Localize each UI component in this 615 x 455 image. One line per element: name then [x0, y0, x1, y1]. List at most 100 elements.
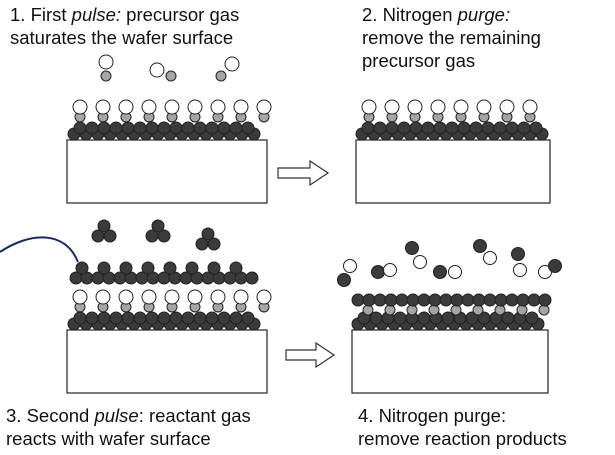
substrate-atom [217, 311, 231, 325]
substrate-atom [373, 121, 387, 135]
substrate-atom [421, 121, 435, 135]
precursor-ring [98, 54, 114, 70]
substrate-atom [205, 311, 219, 325]
reactant-atom [373, 293, 387, 307]
precursor-dot [100, 70, 112, 82]
substrate-atom [169, 121, 183, 135]
reactant-atom [472, 293, 486, 307]
reactant-atom [450, 293, 464, 307]
precursor-ring [187, 289, 203, 305]
reactant-atom [417, 293, 431, 307]
substrate-atom [361, 121, 375, 135]
precursor-ring [233, 289, 249, 305]
product-atom-dark [548, 259, 562, 273]
substrate-atom [469, 121, 483, 135]
reactant-atom [516, 293, 530, 307]
reactant-atom [439, 293, 453, 307]
reactant-atom [505, 293, 519, 307]
substrate-atom [525, 311, 539, 325]
product-atom-dark [433, 265, 447, 279]
precursor-ring [164, 99, 180, 115]
precursor-ring [407, 99, 423, 115]
substrate-atom [433, 121, 447, 135]
reactant-atom [362, 293, 376, 307]
substrate-atom [97, 311, 111, 325]
precursor-dot [494, 304, 506, 316]
atom-layers [67, 54, 562, 331]
substrate-atom [133, 121, 147, 135]
precursor-ring [187, 99, 203, 115]
precursor-dot [538, 304, 550, 316]
precursor-ring [95, 99, 111, 115]
substrate-atom [481, 121, 495, 135]
product-atom-light [483, 251, 497, 265]
precursor-dot [362, 304, 374, 316]
precursor-dot [165, 70, 177, 82]
reactant-atom [75, 261, 89, 275]
precursor-ring [453, 99, 469, 115]
substrate-atom [529, 121, 543, 135]
precursor-dot [450, 304, 462, 316]
substrate-atom [229, 121, 243, 135]
reactant-atom [207, 237, 221, 251]
wafer-block-1 [66, 139, 268, 204]
reactant-atom [103, 229, 117, 243]
precursor-dot [516, 304, 528, 316]
substrate-atom [205, 121, 219, 135]
substrate-atom [409, 121, 423, 135]
precursor-ring [256, 99, 272, 115]
substrate-atom [169, 311, 183, 325]
substrate-atom [157, 121, 171, 135]
reactant-atom [163, 261, 177, 275]
reactant-atom [141, 261, 155, 275]
product-atom-dark [511, 247, 525, 261]
product-atom-light [413, 255, 427, 269]
substrate-atom [393, 311, 407, 325]
product-atom-dark [473, 239, 487, 253]
precursor-ring [95, 289, 111, 305]
caption-step-2: 2. Nitrogen purge: remove the remaining … [362, 4, 541, 71]
caption-step-1: 1. First pulse: precursor gas saturates … [10, 4, 240, 48]
precursor-ring [430, 99, 446, 115]
annotation-curve [0, 236, 79, 263]
reactant-atom [185, 261, 199, 275]
substrate-atom [121, 311, 135, 325]
reactant-atom [428, 293, 442, 307]
reactant-atom [201, 227, 215, 241]
wafer-block-4 [351, 329, 549, 394]
reactant-atom [229, 261, 243, 275]
substrate-atom [97, 121, 111, 135]
substrate-atom [397, 121, 411, 135]
substrate-atom [145, 311, 159, 325]
precursor-ring [72, 99, 88, 115]
precursor-ring [361, 99, 377, 115]
reactant-atom [157, 229, 171, 243]
product-atom-light [513, 263, 527, 277]
substrate-atom [505, 121, 519, 135]
substrate-atom [229, 311, 243, 325]
substrate-atom [493, 121, 507, 135]
substrate-atom [241, 121, 255, 135]
reactant-atom [538, 293, 552, 307]
substrate-atom [145, 121, 159, 135]
product-atom-dark [337, 273, 351, 287]
substrate-atom [445, 121, 459, 135]
substrate-atom [73, 121, 87, 135]
hollow-right-arrow-icon [285, 341, 336, 369]
substrate-atom [193, 121, 207, 135]
product-atom-light [448, 265, 462, 279]
reactant-atom [245, 271, 259, 285]
substrate-atom [181, 311, 195, 325]
substrate-atom [133, 311, 147, 325]
hollow-right-arrow-icon [277, 159, 330, 187]
substrate-atom [85, 311, 99, 325]
wafer-block-3 [66, 329, 268, 394]
precursor-ring [384, 99, 400, 115]
precursor-ring [141, 289, 157, 305]
reactant-atom [527, 293, 541, 307]
precursor-dot [215, 70, 227, 82]
product-atom-light [383, 263, 397, 277]
reactant-atom [395, 293, 409, 307]
substrate-atom [121, 121, 135, 135]
